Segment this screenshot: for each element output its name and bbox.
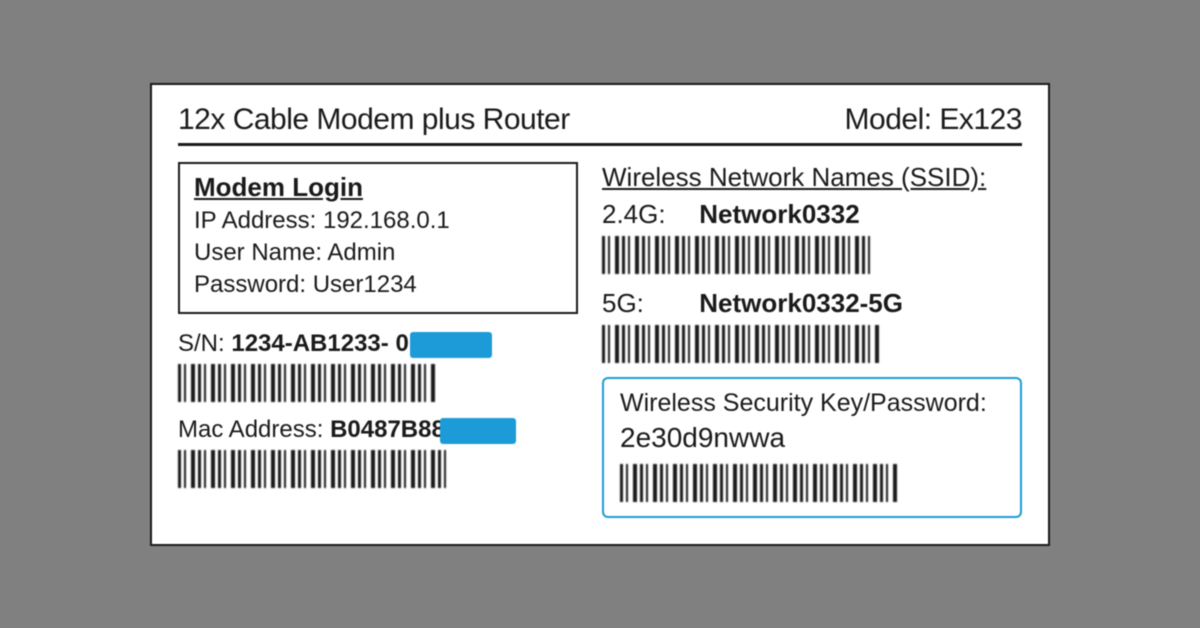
ssid-24g-block: 2.4G: Network0332 [602,199,1022,274]
modem-login-box: Modem Login IP Address: 192.168.0.1 User… [178,162,578,314]
password-line: Password: User1234 [194,269,562,301]
ssid-24g-barcode [602,236,872,274]
ssid-5g-label: 5G: [602,288,692,319]
security-key-box: Wireless Security Key/Password: 2e30d9nw… [602,377,1022,518]
ssid-5g-name: Network0332-5G [699,288,903,318]
serial-number-line: S/N: 1234-AB1233- 0 [178,330,578,358]
security-key-title: Wireless Security Key/Password: [620,389,1004,418]
modem-login-title: Modem Login [194,172,562,203]
serial-label: S/N: [178,330,231,357]
ssid-24g-name: Network0332 [699,199,859,229]
security-key-value: 2e30d9nwwa [620,422,1004,454]
ssid-section-title: Wireless Network Names (SSID): [602,162,1022,193]
serial-redaction [410,332,492,358]
ssid-5g-line: 5G: Network0332-5G [602,288,1022,319]
mac-redaction [440,418,516,444]
ssid-5g-block: 5G: Network0332-5G [602,288,1022,363]
username-line: User Name: Admin [194,237,562,269]
serial-barcode [178,364,438,402]
mac-address-line: Mac Address: B0487B88 C [178,416,578,444]
left-column: Modem Login IP Address: 192.168.0.1 User… [178,162,578,518]
content-columns: Modem Login IP Address: 192.168.0.1 User… [178,162,1022,518]
ssid-24g-line: 2.4G: Network0332 [602,199,1022,230]
ssid-24g-label: 2.4G: [602,199,692,230]
serial-value: 1234-AB1233- 0 [231,330,408,357]
mac-barcode [178,450,448,488]
product-name: 12x Cable Modem plus Router [178,103,570,137]
security-key-barcode [620,464,900,502]
router-label-card: 12x Cable Modem plus Router Model: Ex123… [150,83,1050,546]
model-number: Model: Ex123 [845,103,1022,137]
ip-address-line: IP Address: 192.168.0.1 [194,205,562,237]
header-row: 12x Cable Modem plus Router Model: Ex123 [178,103,1022,146]
right-column: Wireless Network Names (SSID): 2.4G: Net… [602,162,1022,518]
ssid-5g-barcode [602,325,882,363]
mac-label: Mac Address: [178,416,330,443]
